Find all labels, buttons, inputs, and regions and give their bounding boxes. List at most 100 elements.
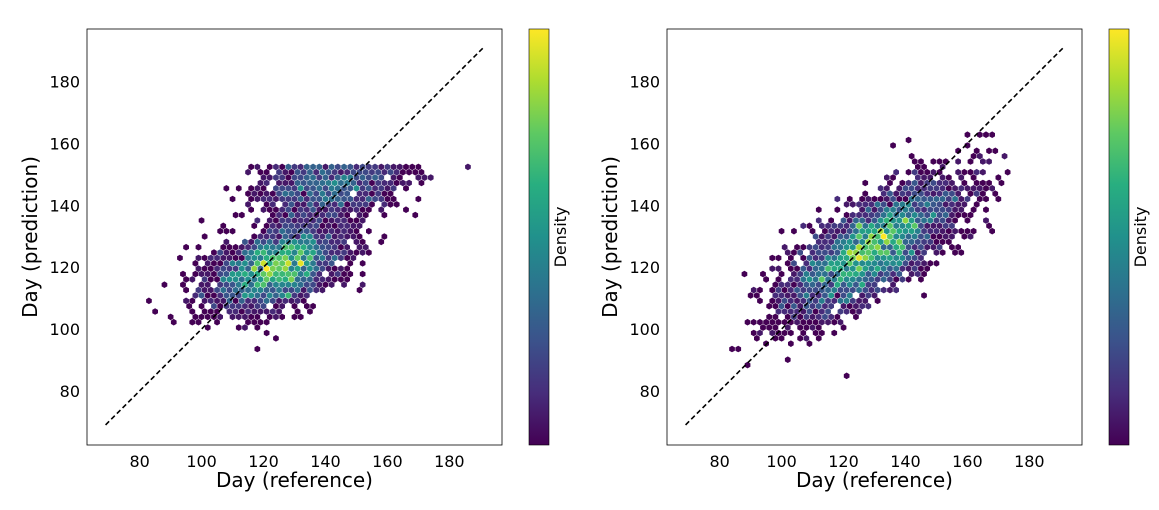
hexbin-cell (822, 313, 828, 321)
hexbin-cell (214, 297, 220, 305)
hexbin-cell (242, 292, 248, 299)
hexbin-cell (964, 195, 971, 203)
hexbin-cell (815, 238, 822, 246)
hexbin-cell (911, 179, 918, 187)
hexbin-cell (868, 211, 875, 219)
hexbin-cell (822, 249, 828, 256)
hexbin-cell (406, 168, 412, 176)
hexbin-cell (266, 313, 273, 321)
hexbin-cell (908, 227, 915, 235)
hexbin-cell (257, 190, 264, 197)
hexbin-cell (322, 163, 329, 171)
hexbin-cell (307, 211, 313, 219)
hexbin-cell (840, 238, 847, 246)
hexbin-cell (952, 206, 958, 213)
hexbin-cell (905, 254, 912, 262)
hexbin-cell (279, 313, 285, 321)
hexbin-cell (843, 308, 850, 315)
hexbin-cell (276, 243, 282, 251)
hexbin-cell (806, 340, 813, 347)
hexbin-cell (933, 185, 940, 192)
hexbin-cell (316, 217, 323, 224)
hexbin-cell (939, 174, 946, 181)
hexbin-cell (344, 222, 350, 230)
hexbin-cell (955, 243, 961, 251)
hexbin-cell (859, 260, 865, 267)
hexbin-cell (800, 265, 807, 272)
hexbin-cell (260, 238, 267, 246)
x-tick-label: 140 (310, 452, 341, 471)
hexbin-cell (372, 185, 378, 192)
hexbin-cell (942, 201, 949, 208)
hexbin-cell (254, 302, 261, 310)
hexbin-cell (961, 201, 968, 208)
hexbin-cell (288, 179, 295, 187)
hexbin-cell (877, 238, 884, 246)
hexbin-cell (322, 281, 329, 288)
hexbin-cell (183, 297, 189, 305)
hexbin-cell (226, 276, 233, 283)
hexbin-cell (279, 174, 285, 181)
hexbin-cell (750, 318, 757, 326)
hexbin-cell (936, 158, 943, 165)
hexbin-cell (896, 206, 903, 213)
hexbin-cell (893, 276, 899, 283)
hexbin-cell (226, 286, 233, 294)
hexbin-cell (232, 297, 239, 305)
hexbin-cell (921, 260, 927, 267)
hexbin-cell (291, 174, 298, 181)
x-tick-label: 160 (952, 452, 983, 471)
hexbin-cell (850, 211, 856, 219)
hexbin-cell (415, 195, 422, 203)
hexbin-cell (930, 190, 937, 197)
y-tick-label: 120 (629, 258, 660, 277)
hexbin-cell (270, 297, 276, 305)
hexbin-cell (248, 260, 254, 267)
hexbin-cell (189, 308, 196, 315)
hexbin-cell (828, 281, 834, 288)
hexbin-cell (843, 372, 850, 380)
hexbin-cell (322, 195, 329, 203)
hexbin-cell (902, 227, 909, 235)
hexbin-cell (170, 318, 177, 326)
hexbin-cell (853, 270, 859, 278)
hexbin-cell (791, 270, 797, 278)
hexbin-cell (344, 254, 350, 262)
hexbin-cell (319, 233, 326, 240)
hexbin-cell (800, 243, 807, 251)
hexbin-cell (285, 206, 292, 213)
hexbin-cell (229, 292, 236, 299)
hexbin-cell (201, 286, 208, 294)
hexbin-cell (248, 292, 254, 299)
hexbin-cell (908, 238, 915, 246)
hexbin-cell (880, 254, 887, 262)
hexbin-cell (958, 249, 965, 256)
hexbin-cell (908, 152, 915, 160)
hexbin-cell (418, 179, 425, 187)
hexbin-cell (890, 206, 896, 213)
hexbin-cell (390, 174, 397, 181)
hexbin-cell (884, 206, 890, 213)
hexbin-cell (899, 276, 906, 283)
hexbin-cell (415, 163, 422, 171)
hexbin-cell (279, 281, 285, 288)
hexbin-cell (800, 254, 807, 262)
hexbin-cell (291, 292, 298, 299)
hexbin-cell (406, 179, 412, 187)
hexbin-cell (825, 254, 831, 262)
hexbin-cell (362, 179, 369, 187)
hexbin-cell (341, 217, 347, 224)
hexbin-cell (815, 206, 822, 213)
hexbin-cell (366, 227, 372, 235)
hexbin-cell (189, 318, 196, 326)
hexbin-cell (930, 211, 937, 219)
hexbin-cell (781, 297, 788, 305)
hexbin-panel-left: 80 100 120 140 160 180 80 100 120 140 160 180 Day (r… (18, 28, 570, 492)
hexbin-cell (946, 227, 952, 235)
hexbin-cell (248, 206, 254, 213)
hexbin-cell (933, 195, 940, 203)
hexbin-cell (846, 217, 853, 224)
hexbin-cell (961, 233, 968, 240)
hexbin-cell (310, 238, 316, 246)
